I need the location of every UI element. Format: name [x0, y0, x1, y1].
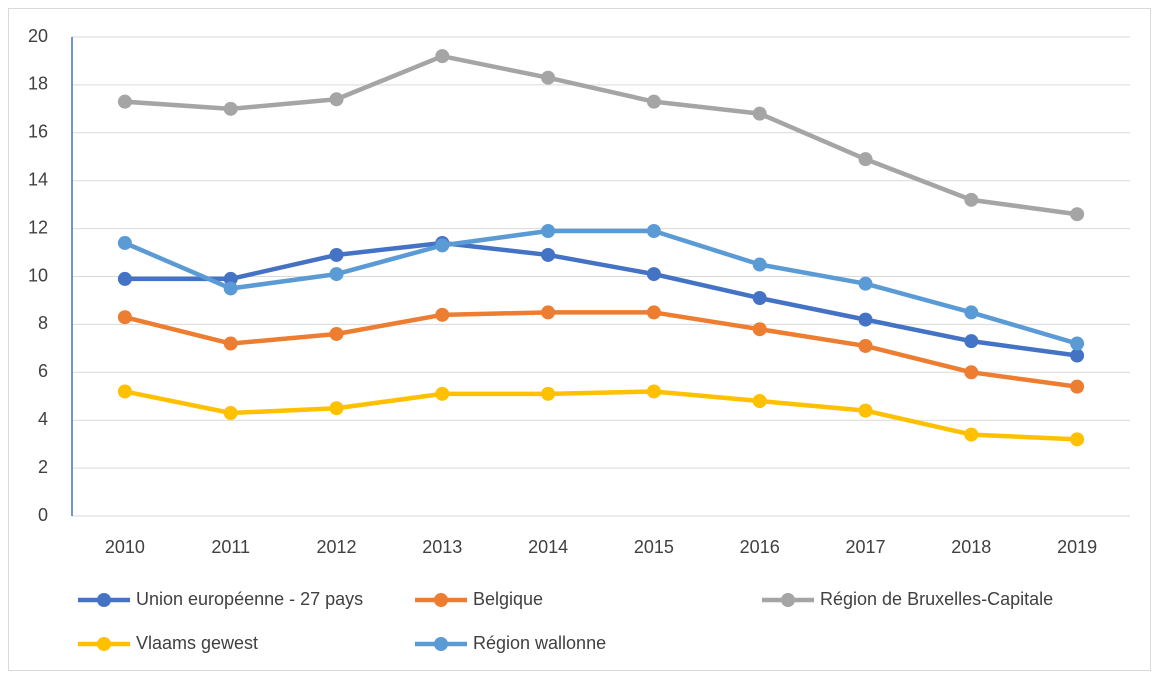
legend-label: Belgique [473, 589, 543, 609]
series-marker [223, 406, 238, 421]
series-marker [117, 94, 132, 109]
series-line [124, 310, 1078, 389]
y-tick-label: 18 [28, 74, 48, 94]
x-tick-label: 2016 [740, 537, 780, 557]
x-tick-label: 2013 [422, 537, 462, 557]
series-marker [752, 322, 767, 337]
series-marker [435, 386, 450, 401]
series-marker [752, 257, 767, 272]
y-tick-label: 16 [28, 122, 48, 142]
series-line [124, 228, 1078, 346]
legend-marker [434, 637, 448, 651]
y-tick-label: 2 [38, 457, 48, 477]
x-tick-label: 2011 [211, 537, 250, 557]
series-marker [329, 247, 344, 262]
series-marker [858, 276, 873, 291]
chart-border [8, 8, 1151, 671]
series-marker [541, 70, 556, 85]
series-marker [858, 152, 873, 167]
y-tick-label: 14 [28, 169, 48, 189]
series-marker [752, 394, 767, 409]
legend-label: Union européenne - 27 pays [136, 589, 363, 609]
legend-marker [781, 593, 795, 607]
series-line [124, 240, 1078, 358]
series-marker [329, 326, 344, 341]
series-marker [541, 305, 556, 320]
legend-marker [97, 593, 111, 607]
legend-label: Région de Bruxelles-Capitale [820, 589, 1053, 609]
series-marker [117, 310, 132, 325]
series-marker [329, 92, 344, 107]
legend-marker [434, 593, 448, 607]
x-tick-label: 2014 [528, 537, 568, 557]
series-marker [117, 271, 132, 286]
legend-label: Vlaams gewest [136, 633, 258, 653]
x-tick-label: 2018 [951, 537, 991, 557]
series-marker [223, 271, 238, 286]
series-marker [752, 106, 767, 121]
series-marker [646, 384, 661, 399]
series-marker [646, 267, 661, 282]
y-tick-label: 8 [38, 313, 48, 333]
series-line [124, 389, 1078, 442]
x-tick-label: 2017 [845, 537, 885, 557]
series-marker [964, 334, 979, 349]
x-tick-label: 2015 [634, 537, 674, 557]
series-marker [1070, 207, 1085, 222]
series-marker [752, 291, 767, 306]
series-marker [1070, 336, 1085, 351]
series-marker [435, 238, 450, 253]
series-line [124, 53, 1078, 217]
x-tick-label: 2010 [105, 537, 145, 557]
y-tick-label: 10 [28, 265, 48, 285]
series-marker [646, 305, 661, 320]
y-tick-label: 12 [28, 217, 48, 237]
series-marker [117, 235, 132, 250]
series-marker [541, 223, 556, 238]
series-marker [964, 192, 979, 207]
y-tick-label: 0 [38, 505, 48, 525]
series-marker [541, 247, 556, 262]
series-marker [964, 427, 979, 442]
series-marker [646, 94, 661, 109]
series-marker [329, 401, 344, 416]
series-marker [435, 49, 450, 64]
series-marker [1070, 432, 1085, 447]
series-marker [117, 384, 132, 399]
y-tick-label: 20 [28, 26, 48, 46]
series-marker [646, 223, 661, 238]
series-marker [1070, 379, 1085, 394]
series-marker [223, 281, 238, 296]
x-tick-label: 2012 [316, 537, 356, 557]
series-marker [329, 267, 344, 282]
y-tick-label: 4 [38, 409, 48, 429]
series-marker [858, 403, 873, 418]
legend-label: Région wallonne [473, 633, 606, 653]
series-marker [1070, 348, 1085, 363]
y-tick-label: 6 [38, 361, 48, 381]
series-marker [223, 101, 238, 116]
series-marker [435, 307, 450, 322]
series-marker [223, 336, 238, 351]
x-tick-label: 2019 [1057, 537, 1097, 557]
legend-marker [97, 637, 111, 651]
series-marker [858, 338, 873, 353]
series-marker [964, 365, 979, 380]
series-marker [964, 305, 979, 320]
series-marker [858, 312, 873, 327]
series-marker [541, 386, 556, 401]
